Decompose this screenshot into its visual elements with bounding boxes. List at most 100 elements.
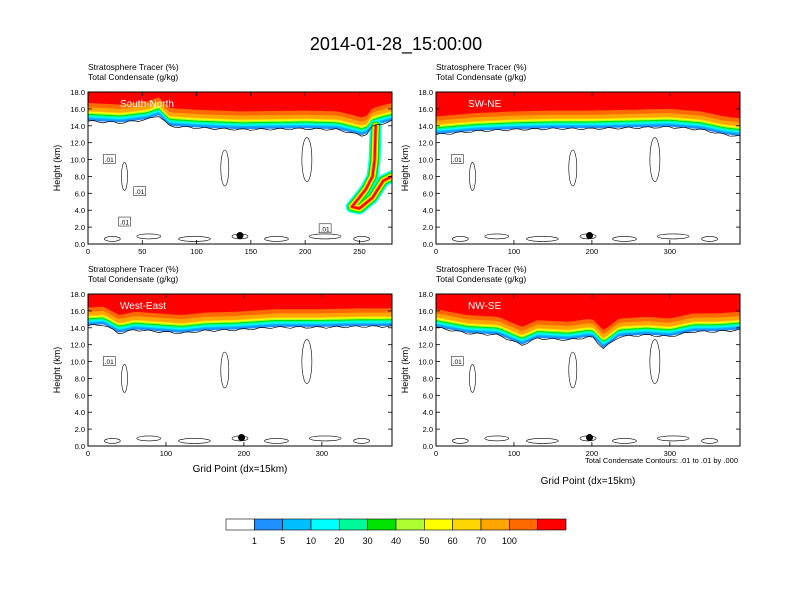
panel-title: Stratosphere Tracer (%) — [88, 264, 179, 274]
condensate-contour — [436, 125, 740, 137]
colorbar-swatch — [537, 518, 567, 531]
colorbar-label: 50 — [419, 536, 429, 546]
x-tick-label: 100 — [160, 449, 173, 458]
y-tick-label: 0.0 — [423, 442, 433, 451]
y-tick-label: 10.0 — [70, 156, 85, 165]
y-tick-label: 8.0 — [423, 172, 433, 181]
colorbar-label: 30 — [363, 536, 373, 546]
contour-label-box — [103, 154, 116, 164]
condensate-contour — [484, 435, 510, 442]
condensate-contour — [220, 149, 230, 187]
y-tick-label: 18.0 — [418, 290, 433, 299]
colorbar-swatch — [452, 518, 482, 531]
panel-name: South-North — [120, 99, 174, 110]
condensate-contour — [701, 438, 718, 444]
plot-frame — [435, 91, 741, 245]
condensate-contour — [301, 137, 313, 182]
condensate-contour — [88, 324, 392, 335]
plot-frame — [87, 293, 393, 447]
colorbar-swatch — [509, 518, 538, 531]
colorbar-swatch — [339, 518, 368, 531]
panel-nw-se: Stratosphere Tracer (%)Total Condensate … — [400, 264, 741, 487]
y-tick-label: 10.0 — [418, 358, 433, 367]
condensate-contour — [649, 339, 661, 384]
y-tick-label: 8.0 — [75, 172, 85, 181]
contour-label: .01 — [453, 157, 462, 164]
y-tick-label: 2.0 — [423, 425, 433, 434]
colorbar-swatch — [310, 518, 340, 531]
panel-name: NW-SE — [468, 301, 501, 312]
x-tick-label: 150 — [245, 247, 258, 256]
y-tick-label: 12.0 — [418, 139, 433, 148]
plot-area: .01 NW-SE — [436, 294, 740, 446]
colorbar-swatch — [254, 518, 283, 531]
contour-label: .01 — [105, 359, 114, 366]
x-tick-label: 100 — [508, 247, 521, 256]
tracer-band — [436, 92, 740, 119]
condensate-contour — [649, 137, 661, 182]
contour-label-box — [103, 356, 116, 366]
panel-name: West-East — [120, 301, 166, 312]
condensate-contour — [353, 236, 370, 242]
y-tick-label: 16.0 — [418, 307, 433, 316]
condensate-contour — [612, 236, 637, 242]
panel-south-north: Stratosphere Tracer (%)Total Condensate … — [52, 62, 393, 256]
colorbar-swatch — [480, 518, 510, 531]
tracer-intrusion — [350, 124, 392, 210]
x-tick-label: 50 — [138, 247, 146, 256]
y-tick-label: 2.0 — [75, 223, 85, 232]
y-axis-label: Height (km) — [52, 347, 62, 394]
condensate-contour — [178, 236, 211, 242]
contour-label-box — [133, 186, 146, 196]
y-tick-label: 6.0 — [423, 189, 433, 198]
x-tick-label: 300 — [664, 449, 677, 458]
contour-label-box — [451, 356, 464, 366]
y-axis-label: Height (km) — [400, 145, 410, 192]
location-marker — [586, 434, 594, 442]
condensate-contour — [656, 435, 690, 442]
condensate-contour — [308, 435, 342, 442]
condensate-contour — [178, 438, 211, 444]
x-tick-label: 200 — [586, 247, 599, 256]
contour-label: .01 — [135, 189, 144, 196]
condensate-contour — [526, 438, 559, 444]
x-tick-label: 0 — [434, 449, 438, 458]
y-tick-label: 4.0 — [423, 408, 433, 417]
contour-label: .01 — [321, 226, 330, 233]
contour-label: .01 — [105, 157, 114, 164]
contour-label-box — [318, 223, 332, 234]
y-tick-label: 8.0 — [75, 374, 85, 383]
condensate-contour — [526, 236, 559, 242]
colorbar-label: 10 — [306, 536, 316, 546]
x-tick-label: 100 — [190, 247, 203, 256]
y-tick-label: 16.0 — [418, 105, 433, 114]
panel-title: Stratosphere Tracer (%) — [436, 264, 527, 274]
y-tick-label: 0.0 — [423, 240, 433, 249]
condensate-contour — [121, 364, 128, 393]
y-tick-label: 6.0 — [75, 391, 85, 400]
x-tick-label: 0 — [86, 449, 90, 458]
condensate-contour — [701, 236, 718, 242]
y-tick-label: 4.0 — [75, 206, 85, 215]
condensate-contour — [104, 236, 121, 242]
y-tick-label: 14.0 — [418, 324, 433, 333]
y-tick-label: 6.0 — [75, 189, 85, 198]
colorbar-label: 40 — [391, 536, 401, 546]
colorbar-swatch — [367, 518, 397, 531]
x-tick-label: 200 — [586, 449, 599, 458]
x-tick-label: 300 — [316, 449, 329, 458]
condensate-contour — [104, 438, 121, 444]
x-tick-label: 200 — [299, 247, 312, 256]
condensate-contour — [656, 233, 690, 240]
figure-title: 2014-01-28_15:00:00 — [310, 34, 482, 55]
colorbar-swatch — [424, 518, 453, 531]
colorbar-label: 20 — [334, 536, 344, 546]
colorbar-label: 1 — [252, 536, 257, 546]
contour-label-box — [118, 216, 131, 227]
y-tick-label: 18.0 — [70, 290, 85, 299]
y-tick-label: 2.0 — [423, 223, 433, 232]
condensate-contour — [220, 351, 230, 389]
y-tick-label: 4.0 — [423, 206, 433, 215]
x-tick-label: 250 — [353, 247, 366, 256]
